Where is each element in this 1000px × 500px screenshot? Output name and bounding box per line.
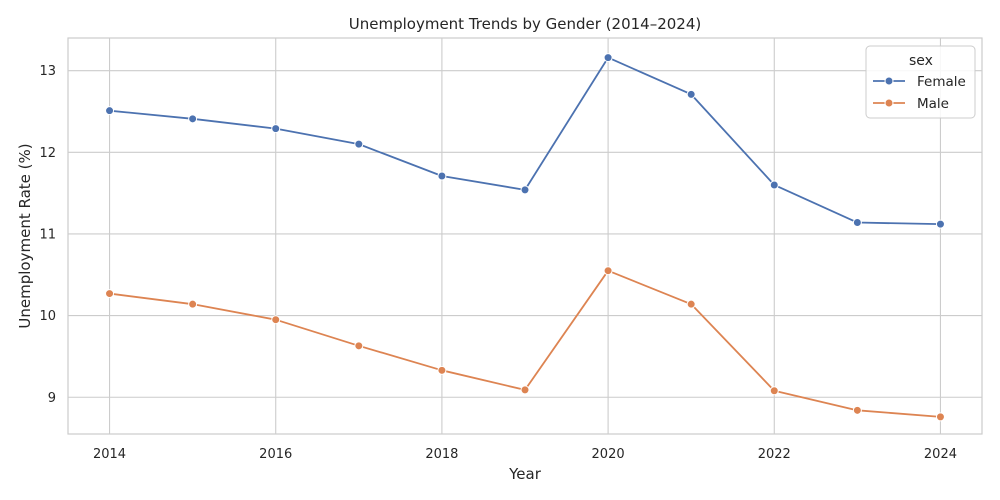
data-point-female	[437, 171, 447, 181]
legend-marker-female	[884, 76, 894, 86]
x-tick-label: 2022	[758, 447, 791, 462]
y-tick-label: 10	[39, 309, 56, 324]
legend-box	[865, 45, 976, 119]
data-point-female	[852, 218, 862, 228]
plot-area	[67, 37, 983, 435]
y-tick-label: 9	[48, 391, 56, 406]
data-point-female	[105, 106, 115, 116]
y-tick-label: 12	[39, 146, 56, 161]
legend-label-male: Male	[917, 96, 949, 112]
legend-title: sex	[909, 53, 933, 69]
data-point-female	[769, 180, 779, 190]
data-point-male	[105, 289, 115, 299]
data-point-female	[686, 89, 696, 99]
y-tick-label: 13	[39, 64, 56, 79]
data-point-male	[437, 365, 447, 375]
legend-entry-male: Male	[873, 96, 949, 112]
legend: sex Female Male	[865, 45, 976, 119]
data-point-male	[935, 412, 945, 422]
x-tick-label: 2014	[93, 447, 126, 462]
series-layer	[105, 53, 945, 422]
data-point-female	[935, 219, 945, 229]
tick-labels: 2014 2016 2018 2020 2022 2024 9 10 11 12 13	[39, 64, 957, 462]
data-point-male	[686, 299, 696, 309]
data-point-male	[769, 386, 779, 396]
data-point-female	[271, 124, 281, 134]
x-tick-label: 2020	[592, 447, 625, 462]
data-point-female	[603, 53, 613, 63]
chart-title: Unemployment Trends by Gender (2014–2024…	[349, 15, 701, 33]
data-point-male	[603, 266, 613, 276]
x-tick-label: 2018	[425, 447, 458, 462]
data-point-male	[852, 405, 862, 415]
x-axis-title: Year	[508, 465, 542, 483]
y-axis-title: Unemployment Rate (%)	[16, 143, 34, 328]
y-tick-label: 11	[39, 227, 56, 242]
data-point-female	[520, 185, 530, 195]
data-point-male	[520, 385, 530, 395]
data-point-female	[354, 139, 364, 149]
series-male	[105, 266, 945, 422]
data-point-female	[188, 114, 198, 124]
x-tick-label: 2024	[924, 447, 957, 462]
series-female	[105, 53, 945, 229]
data-point-male	[354, 341, 364, 351]
legend-entry-female: Female	[873, 74, 966, 90]
legend-label-female: Female	[917, 74, 966, 90]
data-point-male	[271, 315, 281, 325]
x-tick-label: 2016	[259, 447, 292, 462]
data-point-male	[188, 299, 198, 309]
legend-marker-male	[884, 98, 894, 108]
